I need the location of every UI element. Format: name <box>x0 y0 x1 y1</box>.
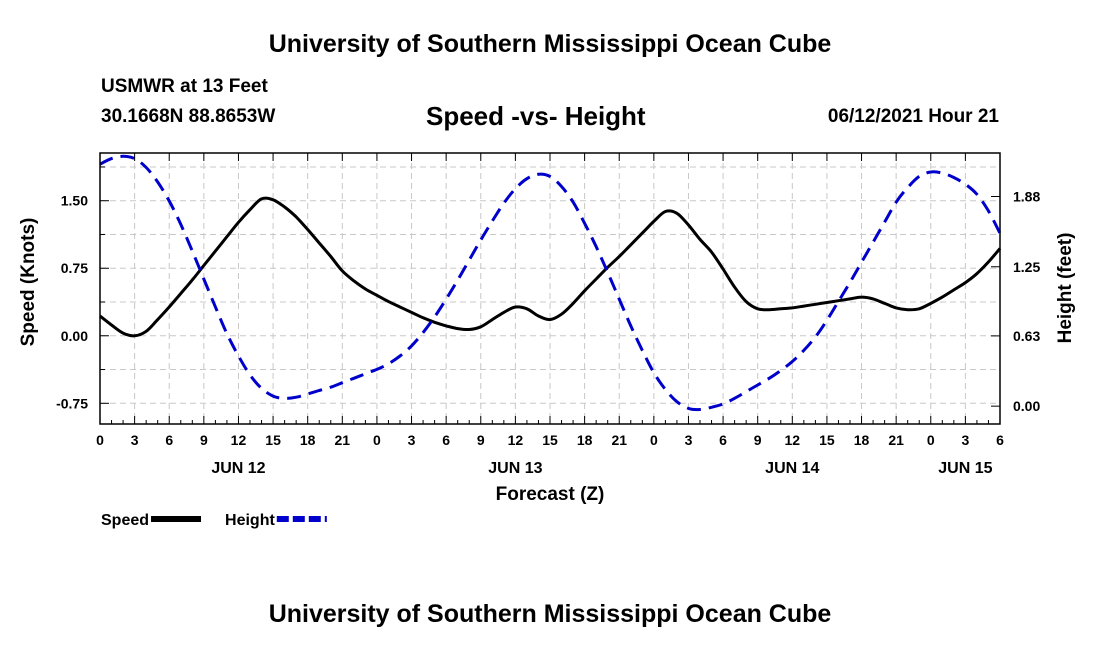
x-tick-label: 6 <box>719 432 727 448</box>
y-tick-label-right: 0.63 <box>1013 328 1040 344</box>
legend-label-height: Height <box>225 512 275 529</box>
timestamp-label: 06/12/2021 Hour 21 <box>827 106 999 127</box>
x-tick-label: 12 <box>508 432 524 448</box>
x-tick-label: 6 <box>442 432 450 448</box>
coordinates-label: 30.1668N 88.8653W <box>101 106 276 127</box>
x-tick-label: 21 <box>335 432 351 448</box>
footer-title: University of Southern Mississippi Ocean… <box>268 600 832 628</box>
x-tick-label: 15 <box>819 432 835 448</box>
x-tick-label: 3 <box>131 432 139 448</box>
legend: Speed Height <box>101 512 327 529</box>
series-line-speed <box>99 196 1002 338</box>
x-tick-label: 18 <box>577 432 593 448</box>
y-tick-label-right: 0.00 <box>1013 398 1040 414</box>
x-tick-label: 18 <box>300 432 316 448</box>
y-tick-label-left: 0.00 <box>61 328 88 344</box>
series-line-height <box>99 154 1002 412</box>
y-tick-label-left: 0.75 <box>61 260 88 276</box>
x-tick-label: 3 <box>408 432 416 448</box>
x-tick-label: 0 <box>650 432 658 448</box>
page-title: University of Southern Mississippi Ocean… <box>268 30 832 58</box>
x-tick-label: 3 <box>961 432 969 448</box>
x-tick-label: 0 <box>927 432 935 448</box>
x-tick-label: 12 <box>785 432 801 448</box>
x-day-label: JUN 14 <box>765 460 819 477</box>
y-tick-label-left: 1.50 <box>61 193 88 209</box>
x-tick-label: 9 <box>754 432 762 448</box>
x-tick-label: 18 <box>854 432 870 448</box>
x-day-label: JUN 12 <box>211 460 265 477</box>
station-label: USMWR at 13 Feet <box>101 76 268 97</box>
x-day-label: JUN 13 <box>488 460 542 477</box>
x-tick-label: 15 <box>265 432 281 448</box>
x-tick-label: 3 <box>685 432 693 448</box>
x-tick-label: 15 <box>542 432 558 448</box>
y-tick-label-right: 1.88 <box>1013 188 1040 204</box>
x-tick-label: 0 <box>373 432 381 448</box>
x-tick-label: 9 <box>477 432 485 448</box>
x-tick-label: 12 <box>231 432 247 448</box>
x-tick-label: 6 <box>996 432 1004 448</box>
x-tick-label: 9 <box>200 432 208 448</box>
legend-label-speed: Speed <box>101 512 149 529</box>
chart-title: Speed -vs- Height <box>426 101 646 131</box>
y-axis-title-right: Height (feet) <box>1055 233 1076 344</box>
y-tick-label-left: -0.75 <box>56 395 88 411</box>
x-tick-label: 21 <box>888 432 904 448</box>
x-axis-title: Forecast (Z) <box>496 484 605 505</box>
x-tick-label: 6 <box>165 432 173 448</box>
series-layer <box>99 154 1002 412</box>
grid-lines <box>100 153 1000 424</box>
x-day-label: JUN 15 <box>938 460 992 477</box>
y-tick-label-right: 1.25 <box>1013 259 1040 275</box>
y-axis-title-left: Speed (Knots) <box>18 218 39 347</box>
axes-layer: 0 3 6 9 12 15 18 21 0 3 6 9 12 15 18 21 0 3 6 9 12 15 18 21 0 3 6J… <box>56 153 1040 477</box>
x-tick-label: 21 <box>611 432 627 448</box>
x-tick-label: 0 <box>96 432 104 448</box>
